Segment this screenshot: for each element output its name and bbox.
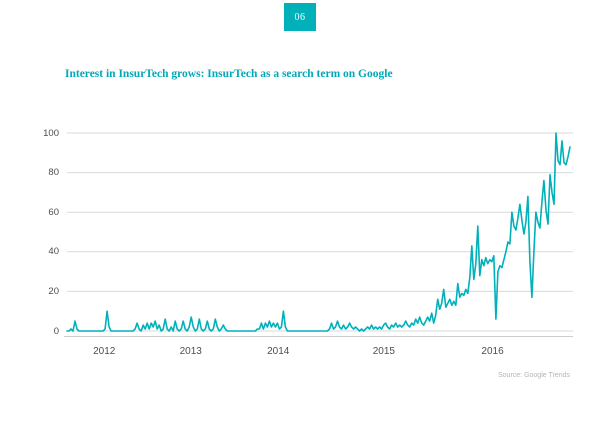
y-axis-tick-label: 80 bbox=[48, 167, 59, 179]
chart-title: Interest in InsurTech grows: InsurTech a… bbox=[65, 68, 393, 80]
y-axis-tick-label: 40 bbox=[48, 246, 59, 258]
y-axis-tick-label: 60 bbox=[48, 206, 59, 218]
y-axis-tick-label: 0 bbox=[53, 325, 59, 337]
y-axis-tick-label: 100 bbox=[43, 127, 59, 139]
x-axis-tick-label: 2012 bbox=[93, 346, 116, 357]
page-number-badge: 06 bbox=[284, 3, 316, 31]
y-axis-tick-label: 20 bbox=[48, 285, 59, 297]
x-axis-tick-label: 2016 bbox=[481, 346, 504, 357]
source-note: Source: Google Trends bbox=[498, 372, 570, 379]
x-axis-tick-label: 2013 bbox=[179, 346, 202, 357]
x-axis-tick-label: 2014 bbox=[267, 346, 290, 357]
trend-line bbox=[66, 132, 571, 332]
x-axis-tick-label: 2015 bbox=[372, 346, 395, 357]
page-number-label: 06 bbox=[294, 11, 306, 23]
